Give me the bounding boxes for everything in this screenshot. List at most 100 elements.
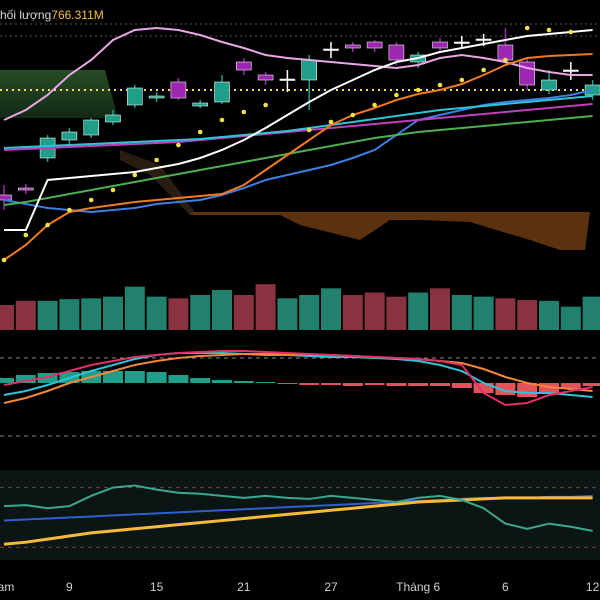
candle-body: [301, 59, 318, 81]
volume-bar: [386, 296, 407, 330]
sar-dot: [503, 57, 508, 63]
candle-body: [170, 81, 187, 99]
volume-bar: [233, 295, 254, 330]
macd-bar: [582, 383, 600, 386]
candle-body: [83, 119, 99, 136]
sar-dot: [23, 232, 29, 238]
cloud: [190, 212, 590, 250]
legend-label: hối lượng: [0, 8, 51, 22]
volume-bar: [146, 296, 167, 330]
x-tick-label: 9: [66, 580, 73, 594]
volume-bar: [37, 300, 58, 330]
sar-dot: [568, 29, 574, 35]
x-tick-label: 21: [237, 580, 251, 594]
macd-bar: [321, 383, 341, 385]
sar-dot: [415, 87, 421, 93]
candle-body: [388, 44, 405, 61]
macd-bar: [146, 372, 167, 383]
volume-bar: [299, 295, 320, 330]
volume-bar: [15, 300, 36, 330]
candle-body: [323, 48, 339, 51]
volume-bar: [582, 296, 600, 330]
candle-body: [236, 61, 252, 71]
candle-body: [148, 95, 165, 99]
candle-body: [0, 194, 12, 201]
macd-bar: [255, 382, 276, 383]
candle-body: [475, 38, 492, 41]
x-tick-label: 15: [150, 580, 164, 594]
x-tick-label: 6: [502, 580, 509, 594]
volume-bar: [0, 305, 14, 330]
macd-bar: [408, 383, 429, 386]
indicator-line: [3, 103, 593, 151]
volume-bar: [451, 295, 472, 330]
macd-bar: [190, 378, 211, 383]
sar-dot: [328, 119, 334, 125]
sar-dot: [176, 142, 181, 148]
indicator-line: [3, 350, 593, 407]
sar-dot: [546, 27, 552, 33]
candle-body: [562, 69, 579, 72]
sar-dot: [241, 109, 247, 115]
sar-dot: [132, 172, 138, 178]
x-tick-label: 12: [586, 580, 600, 594]
volume-bar: [473, 296, 494, 330]
macd-bar: [451, 383, 472, 388]
macd-bar: [103, 371, 123, 383]
volume-bar: [342, 295, 363, 330]
volume-bar: [255, 284, 276, 330]
sar-dot: [524, 25, 530, 31]
cloud: [0, 70, 118, 118]
indicator-line: [4, 29, 593, 231]
volume-bar: [81, 298, 102, 330]
volume-bar: [168, 298, 189, 330]
volume-bar: [124, 286, 145, 330]
volume-bar: [560, 306, 581, 330]
indicator-line: [3, 26, 593, 121]
volume-bar: [495, 298, 516, 330]
volume-bar: [103, 296, 123, 330]
volume-bar: [212, 290, 232, 330]
sar-dot: [350, 112, 356, 118]
macd-bar: [473, 383, 494, 393]
indicator-line: [3, 95, 593, 149]
candle-body: [127, 87, 143, 106]
macd-bar: [342, 383, 363, 386]
volume-bar: [430, 288, 450, 330]
indicator-line: [3, 89, 593, 214]
volume-bar: [364, 292, 385, 330]
sar-dot: [394, 92, 399, 98]
indicator-line: [3, 53, 593, 261]
macd-bar: [299, 383, 320, 385]
legend: hối lượng766.311M: [0, 8, 104, 22]
volume-bar: [190, 295, 211, 330]
candle-body: [214, 81, 230, 103]
macd-bar: [430, 383, 450, 386]
sar-dot: [219, 117, 225, 123]
macd-bar: [560, 383, 581, 389]
macd-bar: [364, 383, 385, 385]
sar-dot: [154, 157, 159, 163]
macd-bar: [0, 378, 14, 383]
candle-body: [453, 41, 470, 44]
candle-body: [192, 102, 208, 107]
macd-bar: [386, 383, 407, 386]
x-tick-label: 27: [324, 580, 338, 594]
macd-bar: [277, 383, 298, 384]
candle-body: [344, 44, 361, 49]
macd-bar: [15, 375, 36, 383]
indicator-line: [3, 496, 593, 546]
candle-body: [519, 61, 536, 86]
candle-body: [257, 74, 274, 81]
x-tick-label: am: [0, 580, 14, 594]
sar-dot: [45, 222, 50, 228]
sar-dot: [437, 82, 443, 88]
sar-dot: [481, 67, 486, 73]
candle-body: [366, 41, 383, 49]
macd-bar: [124, 371, 145, 383]
x-tick-label: Tháng 6: [396, 580, 440, 594]
volume-bar: [277, 298, 298, 330]
sar-dot: [459, 77, 465, 83]
indicator-line: [3, 484, 593, 532]
